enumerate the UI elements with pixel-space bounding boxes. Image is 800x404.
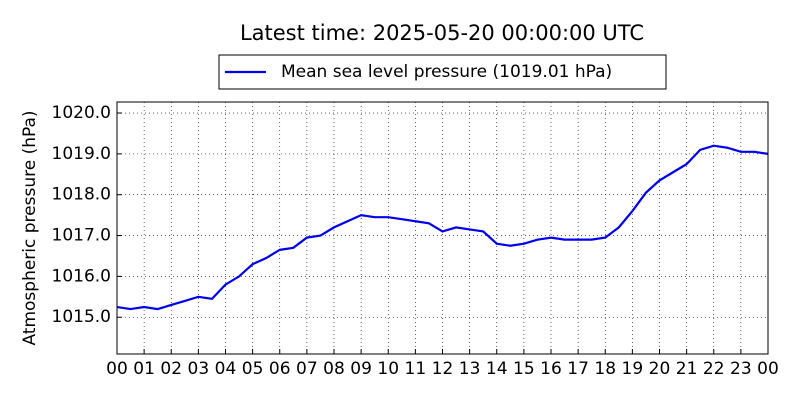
x-tick-label: 23 [730,359,752,379]
x-tick-label: 21 [676,359,698,379]
x-tick-label: 22 [703,359,725,379]
chart-title: Latest time: 2025-05-20 00:00:00 UTC [240,21,644,45]
x-tick-label: 11 [405,359,427,379]
plot-frame [116,101,769,355]
x-tick-label: 17 [567,359,589,379]
legend-label: Mean sea level pressure (1019.01 hPa) [281,62,612,82]
x-tick-label: 20 [649,359,671,379]
x-tick-label: 15 [513,359,535,379]
x-tick-label: 00 [757,359,779,379]
x-tick-label: 18 [594,359,616,379]
x-tick-label: 19 [622,359,644,379]
x-tick-label: 08 [323,359,345,379]
x-tick-label: 14 [486,359,508,379]
x-tick-label: 03 [188,359,210,379]
x-tick-label: 06 [269,359,291,379]
data-line [116,144,769,311]
y-tick-label: 1015.0 [52,307,111,327]
x-tick-label: 10 [377,359,399,379]
x-tick-label: 16 [540,359,562,379]
x-tick-label: 01 [133,359,155,379]
legend-box [218,54,667,90]
x-tick-label: 05 [242,359,264,379]
x-tick-label: 13 [459,359,481,379]
x-tick-label: 02 [160,359,182,379]
x-tick-label: 12 [432,359,454,379]
x-tick-label: 00 [106,359,128,379]
y-axis-label: Atmospheric pressure (hPa) [20,110,40,345]
x-tick-label: 04 [215,359,237,379]
y-tick-label: 1017.0 [52,226,111,246]
y-tick-label: 1018.0 [52,185,111,205]
y-tick-label: 1016.0 [52,266,111,286]
y-tick-label: 1019.0 [52,144,111,164]
y-tick-label: 1020.0 [52,103,111,123]
x-tick-label: 09 [350,359,372,379]
x-tick-label: 07 [296,359,318,379]
